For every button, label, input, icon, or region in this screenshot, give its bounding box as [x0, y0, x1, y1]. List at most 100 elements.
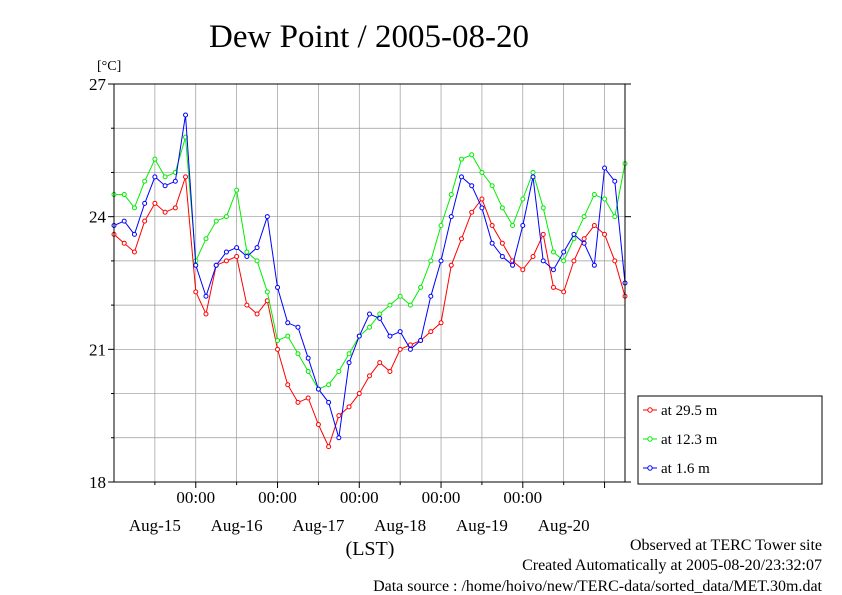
data-point — [591, 223, 597, 229]
x-date-label: Aug-20 — [538, 516, 590, 535]
data-point — [438, 258, 444, 264]
data-point — [581, 240, 587, 246]
data-point — [561, 249, 567, 255]
data-point — [305, 368, 311, 374]
data-point — [326, 382, 332, 388]
data-point — [234, 245, 240, 251]
legend-swatch-marker — [647, 436, 653, 442]
x-date-label: Aug-15 — [129, 516, 181, 535]
data-point — [275, 284, 281, 290]
y-axis-unit: [°C] — [97, 59, 121, 74]
data-point — [591, 192, 597, 198]
data-point — [479, 196, 485, 202]
y-tick-label: 21 — [89, 340, 106, 359]
y-tick-label: 18 — [89, 473, 106, 492]
data-point — [254, 245, 260, 251]
data-point — [203, 236, 209, 242]
data-point — [448, 262, 454, 268]
x-date-label: Aug-17 — [292, 516, 344, 535]
data-point — [326, 444, 332, 450]
data-point — [458, 236, 464, 242]
data-point — [131, 231, 137, 237]
data-point — [540, 205, 546, 211]
data-point — [489, 183, 495, 189]
data-point — [561, 289, 567, 295]
data-point — [407, 302, 413, 308]
data-point — [387, 333, 393, 339]
legend-label: at 29.5 m — [661, 403, 718, 419]
x-axis-label: (LST) — [346, 538, 395, 560]
data-point — [336, 368, 342, 374]
y-axis: 18 21 24 27 — [89, 75, 631, 492]
data-point — [244, 249, 250, 255]
data-point — [254, 258, 260, 264]
data-point — [142, 178, 148, 184]
data-point — [356, 333, 362, 339]
x-date-label: Aug-18 — [374, 516, 426, 535]
footer-source: Data source : /home/hoivo/new/TERC-data/… — [373, 578, 822, 595]
x-time-label: 00:00 — [176, 488, 215, 507]
data-point — [550, 267, 556, 273]
legend-swatch-marker — [647, 407, 653, 413]
data-point — [489, 240, 495, 246]
data-point — [499, 253, 505, 259]
data-point — [285, 333, 291, 339]
data-point — [602, 231, 608, 237]
legend-box — [637, 395, 823, 485]
data-point — [550, 249, 556, 255]
data-point — [407, 346, 413, 352]
data-point — [469, 152, 475, 158]
data-point — [244, 253, 250, 259]
data-point — [397, 293, 403, 299]
data-point — [581, 214, 587, 220]
data-point — [356, 391, 362, 397]
x-time-label: 00:00 — [422, 488, 461, 507]
data-point — [418, 337, 424, 343]
x-time-label: 00:00 — [503, 488, 542, 507]
data-point — [428, 258, 434, 264]
data-point — [213, 218, 219, 224]
data-point — [367, 373, 372, 379]
data-point — [530, 169, 536, 175]
data-point — [336, 435, 342, 441]
x-date-label: Aug-19 — [456, 516, 508, 535]
legend-label: at 12.3 m — [661, 432, 718, 448]
data-point — [305, 355, 311, 361]
data-point — [172, 178, 178, 184]
data-point — [142, 218, 148, 224]
data-point — [387, 302, 393, 308]
data-point — [223, 249, 229, 255]
data-point — [530, 174, 536, 180]
series-line — [113, 114, 626, 438]
data-point — [254, 311, 260, 317]
footer-site: Observed at TERC Tower site — [630, 537, 822, 554]
x-time-label: 00:00 — [258, 488, 297, 507]
data-point — [275, 346, 281, 352]
data-point — [499, 205, 505, 211]
data-point — [540, 231, 546, 237]
series-at-29-5-m — [111, 174, 628, 450]
data-point — [428, 293, 434, 299]
data-point — [244, 302, 250, 308]
data-point — [428, 329, 434, 335]
data-point — [499, 240, 505, 246]
data-point — [448, 214, 454, 220]
data-point — [479, 169, 485, 175]
data-point — [213, 262, 219, 268]
data-point — [234, 187, 240, 193]
data-point — [152, 174, 158, 180]
data-point — [315, 422, 321, 428]
data-point — [223, 214, 229, 220]
data-point — [203, 311, 209, 317]
data-point — [612, 178, 618, 184]
data-point — [183, 174, 189, 180]
data-point — [162, 209, 168, 215]
legend: at 29.5 m at 12.3 m at 1.6 m — [637, 395, 823, 485]
data-point — [162, 183, 168, 189]
data-point — [397, 346, 403, 352]
data-point — [571, 231, 577, 237]
data-point — [489, 223, 495, 229]
data-point — [131, 249, 137, 255]
data-point — [571, 258, 577, 264]
